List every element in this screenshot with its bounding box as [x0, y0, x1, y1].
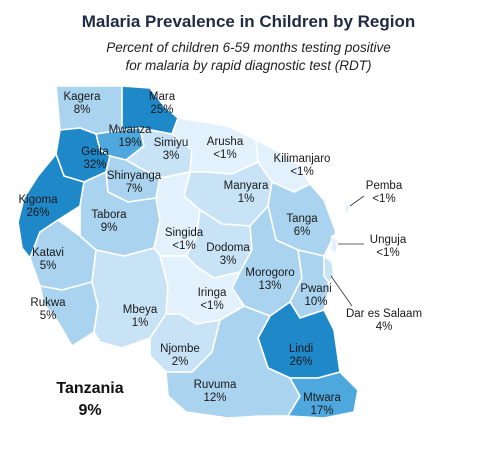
- pemba-leader-line: [350, 196, 364, 206]
- region-label-pemba: Pemba: [366, 180, 403, 192]
- region-label-lindi: Lindi: [289, 343, 313, 355]
- region-value-singida: <1%: [172, 240, 195, 252]
- region-value-njombe: 2%: [172, 356, 189, 368]
- region-label-dodoma: Dodoma: [206, 242, 250, 254]
- region-value-mbeya: 1%: [132, 317, 149, 329]
- region-label-manyara: Manyara: [224, 180, 269, 192]
- region-value-pwani: 10%: [304, 296, 327, 308]
- region-label-geita: Geita: [81, 146, 109, 158]
- region-label-tabora: Tabora: [91, 209, 127, 221]
- region-label-arusha: Arusha: [207, 136, 244, 148]
- region-label-mara: Mara: [149, 91, 176, 103]
- region-label-unguja: Unguja: [370, 234, 407, 246]
- region-label-simiyu: Simiyu: [154, 137, 189, 149]
- national-value: 9%: [30, 400, 150, 422]
- national-name: Tanzania: [30, 378, 150, 400]
- region-pemba[interactable]: [344, 202, 350, 214]
- region-label-mbeya: Mbeya: [123, 304, 158, 316]
- region-value-kilimanjaro: <1%: [290, 166, 313, 178]
- region-label-mwanza: Mwanza: [109, 124, 152, 136]
- region-label-shinyanga: Shinyanga: [107, 170, 162, 182]
- region-label-ruvuma: Ruvuma: [194, 379, 237, 391]
- region-value-dar-es-salaam: 4%: [376, 321, 393, 333]
- national-summary: Tanzania 9%: [30, 378, 150, 422]
- region-value-pemba: <1%: [372, 193, 395, 205]
- region-value-unguja: <1%: [376, 247, 399, 259]
- region-label-dar-es-salaam: Dar es Salaam: [346, 308, 422, 320]
- region-value-morogoro: 13%: [258, 280, 281, 292]
- region-label-katavi: Katavi: [32, 247, 64, 259]
- region-value-shinyanga: 7%: [126, 183, 143, 195]
- region-label-njombe: Njombe: [160, 343, 200, 355]
- dar-leader-line: [331, 276, 352, 306]
- region-unguja[interactable]: [330, 236, 338, 254]
- region-value-dodoma: 3%: [220, 255, 237, 267]
- region-label-pwani: Pwani: [300, 283, 331, 295]
- region-value-lindi: 26%: [289, 356, 312, 368]
- region-value-kagera: 8%: [74, 104, 91, 116]
- region-label-kigoma: Kigoma: [19, 194, 59, 206]
- region-value-rukwa: 5%: [40, 310, 57, 322]
- region-value-mwanza: 19%: [118, 137, 141, 149]
- region-label-kilimanjaro: Kilimanjaro: [274, 153, 331, 165]
- region-value-kigoma: 26%: [26, 207, 49, 219]
- region-value-tabora: 9%: [101, 222, 118, 234]
- region-value-iringa: <1%: [200, 300, 223, 312]
- region-value-mara: 25%: [150, 104, 173, 116]
- region-value-arusha: <1%: [213, 149, 236, 161]
- region-label-tanga: Tanga: [286, 213, 318, 225]
- region-value-ruvuma: 12%: [203, 392, 226, 404]
- region-label-morogoro: Morogoro: [245, 267, 294, 279]
- region-value-manyara: 1%: [238, 193, 255, 205]
- region-value-mtwara: 17%: [310, 405, 333, 417]
- region-value-geita: 32%: [83, 159, 106, 171]
- region-label-rukwa: Rukwa: [30, 297, 66, 309]
- region-label-kagera: Kagera: [63, 91, 101, 103]
- region-value-tanga: 6%: [294, 226, 311, 238]
- region-value-simiyu: 3%: [163, 150, 180, 162]
- region-label-iringa: Iringa: [198, 287, 227, 299]
- region-label-singida: Singida: [165, 227, 204, 239]
- region-label-mtwara: Mtwara: [303, 392, 341, 404]
- region-value-katavi: 5%: [40, 260, 57, 272]
